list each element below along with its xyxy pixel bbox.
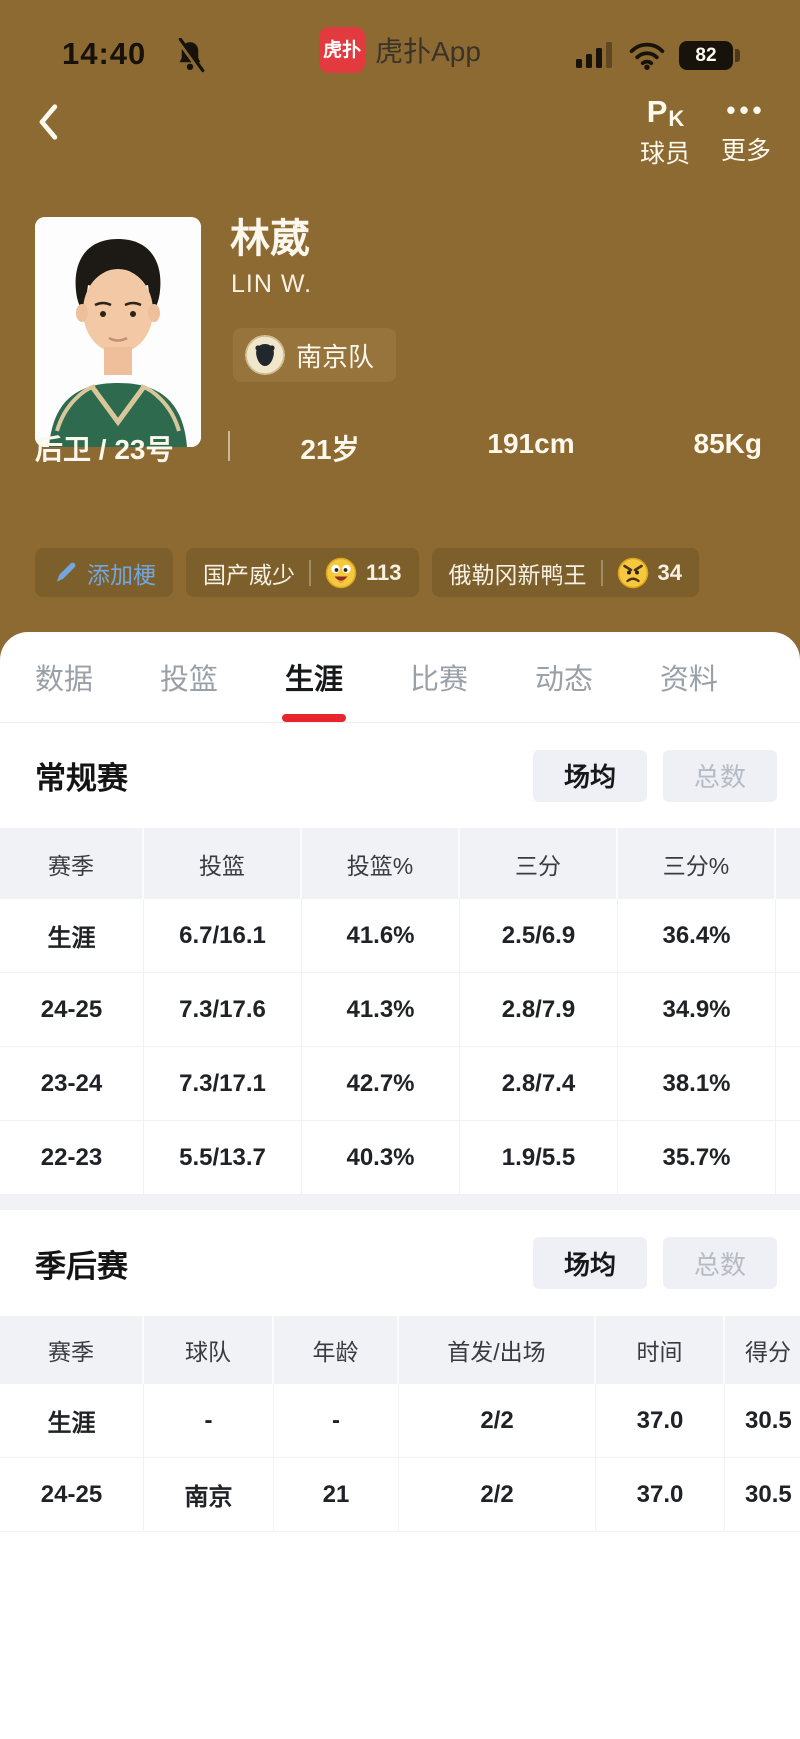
tab-games[interactable]: 比赛: [409, 664, 468, 696]
player-info-row: 后卫 / 23号 21岁 191cm 85Kg: [0, 428, 800, 466]
team-logo-icon: [245, 335, 285, 375]
player-age: 21岁: [300, 434, 360, 465]
regular-season-header: 常规赛 场均 总数: [0, 723, 800, 828]
tab-shooting[interactable]: 投篮: [159, 664, 218, 696]
wifi-icon: [629, 42, 665, 70]
team-name: 南京队: [296, 341, 375, 372]
notifications-muted-icon: [174, 37, 206, 79]
tab-feed[interactable]: 动态: [534, 664, 593, 696]
col-team: 球队: [144, 1316, 274, 1384]
app-name: 虎扑App: [375, 36, 481, 67]
table-row: 24-25 7.3/17.6 41.3% 2.8/7.9 34.9%: [0, 973, 800, 1047]
meme-tag-count: 113: [366, 559, 402, 585]
col-season: 赛季: [0, 828, 144, 899]
table-row: 23-24 7.3/17.1 42.7% 2.8/7.4 38.1%: [0, 1047, 800, 1121]
back-button[interactable]: [32, 102, 72, 146]
player-header: 14:40 虎扑 虎扑App 82: [0, 0, 800, 660]
table-row: 生涯 6.7/16.1 41.6% 2.5/6.9 36.4%: [0, 899, 800, 973]
player-name-en: LIN W.: [231, 270, 313, 298]
more-label: 更多: [720, 137, 771, 165]
player-avatar: [35, 217, 201, 447]
table-row: 生涯 - - 2/2 37.0 30.5: [0, 1384, 800, 1458]
totals-toggle[interactable]: 总数: [663, 749, 777, 802]
angry-duck-face-icon: [617, 557, 648, 588]
col-starts-games: 首发/出场: [399, 1316, 596, 1384]
col-points: 得分: [725, 1316, 800, 1384]
status-time: 14:40: [62, 36, 147, 71]
player-photo[interactable]: [35, 217, 201, 447]
status-icons: 82: [575, 40, 740, 70]
player-name: 林葳: [230, 217, 310, 261]
tab-data[interactable]: 数据: [35, 664, 94, 696]
table-row: 24-25 南京 21 2/2 37.0 30.5: [0, 1458, 800, 1532]
per-game-toggle[interactable]: 场均: [533, 1237, 647, 1289]
player-height: 191cm: [487, 428, 575, 459]
add-meme-label: 添加梗: [87, 561, 156, 588]
table-header-row: 赛季 球队 年龄 首发/出场 时间 得分: [0, 1316, 800, 1384]
pk-icon: PK: [646, 94, 685, 131]
tongue-out-face-icon: [325, 557, 357, 588]
playoffs-header: 季后赛 场均 总数: [0, 1210, 800, 1316]
meme-tag[interactable]: 俄勒冈新鸭王 34: [431, 548, 699, 597]
hupu-logo: 虎扑: [319, 27, 366, 73]
totals-toggle[interactable]: 总数: [663, 1237, 777, 1289]
col-fg: 投篮: [144, 828, 302, 899]
col-3p: 三分: [460, 828, 618, 899]
playoffs-title: 季后赛: [35, 1248, 128, 1284]
chip-divider: [309, 559, 311, 586]
col-3p-pct: 三分%: [618, 828, 776, 899]
meme-tag[interactable]: 国产威少 113: [186, 548, 419, 597]
position-number: 后卫 / 23号: [35, 434, 174, 465]
col-fg-pct: 投篮%: [302, 828, 460, 899]
player-weight: 85Kg: [693, 428, 762, 459]
pk-label: 球员: [639, 140, 690, 168]
regular-season-title: 常规赛: [35, 761, 128, 796]
add-meme-button[interactable]: 添加梗: [35, 548, 173, 597]
meme-tag-label: 俄勒冈新鸭王: [448, 561, 587, 588]
meme-tags-row: 添加梗 国产威少 113 俄勒冈新鸭王: [35, 548, 699, 597]
tab-bar: 数据 投篮 生涯 比赛 动态 资料: [0, 632, 800, 723]
table-header-row: 赛季 投篮 投篮% 三分 三分%: [0, 828, 800, 899]
ellipsis-icon: •••: [726, 95, 766, 125]
table-scroll-track: [0, 1195, 800, 1210]
battery-icon: 82: [679, 41, 740, 70]
team-chip[interactable]: 南京队: [233, 328, 397, 382]
tab-profile[interactable]: 资料: [659, 664, 718, 696]
col-partial: [776, 828, 800, 899]
info-divider: [228, 431, 230, 461]
col-age: 年龄: [274, 1316, 399, 1384]
meme-tag-count: 34: [657, 559, 682, 585]
battery-level: 82: [679, 41, 733, 70]
playoffs-table[interactable]: 赛季 球队 年龄 首发/出场 时间 得分 生涯 - - 2/2 37.0 30.…: [0, 1316, 800, 1532]
tab-career[interactable]: 生涯: [285, 632, 343, 722]
signal-icon: [576, 42, 612, 68]
col-minutes: 时间: [596, 1316, 725, 1384]
regular-season-table[interactable]: 赛季 投篮 投篮% 三分 三分% 生涯 6.7/16.1 41.6% 2.5/6…: [0, 828, 800, 1195]
col-season: 赛季: [0, 1316, 144, 1384]
table-row: 22-23 5.5/13.7 40.3% 1.9/5.5 35.7%: [0, 1121, 800, 1195]
stats-card: 数据 投篮 生涯 比赛 动态 资料 常规赛 场均 总数 赛季 投篮 投篮% 三分…: [0, 632, 800, 1739]
per-game-toggle[interactable]: 场均: [533, 749, 647, 802]
pencil-icon: [56, 562, 76, 582]
pk-compare-button[interactable]: PK 球员: [630, 96, 700, 170]
chip-divider: [600, 559, 603, 586]
meme-tag-label: 国产威少: [203, 561, 295, 588]
app-badge[interactable]: 虎扑 虎扑App: [319, 27, 481, 73]
more-button[interactable]: ••• 更多: [712, 96, 780, 167]
